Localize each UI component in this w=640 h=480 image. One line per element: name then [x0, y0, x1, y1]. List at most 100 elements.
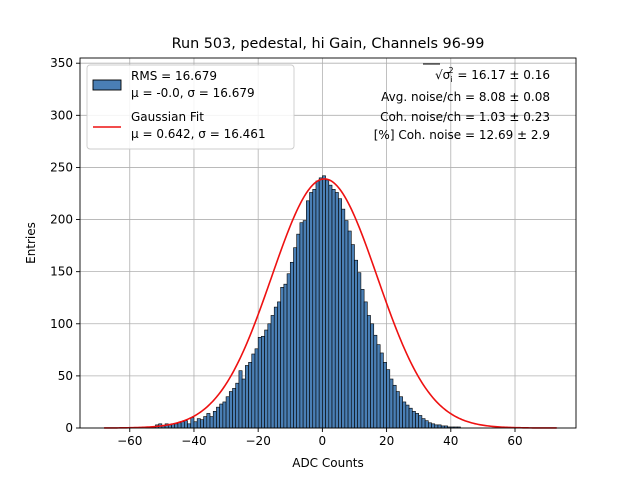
histogram-bar [421, 418, 426, 429]
histogram-bar [222, 401, 227, 429]
histogram-bar [367, 315, 371, 429]
histogram-bar [418, 415, 423, 429]
histogram-bar [289, 261, 294, 429]
legend-box [86, 64, 295, 150]
histogram-bar [379, 352, 384, 429]
gaussian-fit-layer [104, 178, 557, 429]
histogram-bar [225, 396, 230, 429]
legend-histogram-rms: RMS = 16.679 [131, 69, 217, 83]
annotation-sigma-sum: √σi2 = 16.17 ± 0.16 [435, 66, 550, 84]
y-tick-label: 50 [58, 369, 73, 383]
histogram-bar [434, 424, 439, 429]
noise-annotations: √σi2 = 16.17 ± 0.16 Avg. noise/ch = 8.08… [374, 63, 550, 142]
legend-fit-stats: μ = 0.642, σ = 16.461 [131, 127, 266, 141]
x-tick-label: 20 [379, 434, 394, 448]
histogram-bar [431, 423, 436, 429]
histogram-bar [338, 198, 342, 429]
annotation-coh-noise-percent: [%] Coh. noise = 12.69 ± 2.9 [374, 128, 550, 142]
histogram-bar [264, 329, 269, 429]
histogram-bar [209, 416, 214, 429]
histogram-bar [437, 424, 442, 429]
x-tick-label: 60 [507, 434, 522, 448]
histogram-bar [334, 192, 339, 429]
histogram-bar [206, 413, 211, 429]
annotation-avg-noise: Avg. noise/ch = 8.08 ± 0.08 [381, 90, 550, 104]
histogram-bar [402, 401, 407, 429]
histogram-bar [296, 233, 301, 429]
histogram-bar [306, 200, 310, 429]
annotation-sigma-sup: 2 [448, 66, 453, 75]
histogram-bar [322, 175, 326, 429]
histogram-bar [312, 189, 317, 429]
histogram-bar [190, 417, 195, 429]
histogram-bar [257, 337, 262, 429]
histogram-bar [280, 286, 285, 429]
y-tick-label: 250 [50, 160, 73, 174]
x-tick-label: −60 [117, 434, 142, 448]
histogram-bar [193, 421, 198, 429]
x-tick-label: 40 [443, 434, 458, 448]
axes-frame [79, 57, 577, 429]
histogram-bar [383, 362, 387, 429]
histogram-bar [200, 419, 204, 429]
histogram-bar [331, 189, 336, 429]
histogram-bar [325, 179, 330, 429]
y-tick-label: 150 [50, 265, 73, 279]
histogram-bar [270, 315, 275, 429]
histogram-bar [315, 180, 320, 429]
histogram-bar [357, 272, 362, 429]
y-tick-label: 100 [50, 317, 73, 331]
histogram-bar [328, 184, 333, 429]
histogram-bar [219, 403, 224, 429]
histogram-bar [350, 244, 355, 429]
histogram-bar [408, 407, 413, 429]
histogram-bar [347, 230, 352, 429]
histogram-bar [428, 422, 432, 429]
histogram-bar [267, 323, 272, 429]
histogram-bar [309, 192, 314, 429]
histogram-bar [386, 369, 391, 429]
histogram-bar [203, 416, 208, 429]
annotation-sigma-prefix: √σ [435, 68, 451, 82]
histogram-bar [392, 384, 397, 429]
histogram-bar [405, 404, 410, 429]
x-tick-label: −20 [246, 434, 271, 448]
histogram-bar [370, 323, 375, 429]
x-tick-label: 0 [319, 434, 327, 448]
histogram-bar [180, 421, 185, 429]
histogram-bar [241, 378, 246, 429]
axis-ticks: −60 −40 −20 0 20 40 60 0 50 100 150 200 250 300 350 [50, 56, 523, 448]
histogram-bar [216, 406, 220, 429]
histogram-bar [399, 396, 403, 429]
histogram-bar [363, 301, 368, 429]
histogram-bar [376, 344, 381, 429]
histogram-bar [395, 391, 400, 429]
annotation-sigma-sub: i [450, 75, 452, 84]
histogram-bar [251, 353, 256, 429]
histogram-bar [212, 411, 217, 429]
histogram-bar [245, 365, 249, 429]
chart-title: Run 503, pedestal, hi Gain, Channels 96-… [172, 36, 485, 52]
histogram-bar [261, 335, 265, 429]
histogram-bar [174, 423, 179, 429]
histogram-bar [196, 418, 201, 429]
histogram-bar [184, 420, 188, 429]
histogram-bar [415, 413, 419, 429]
histogram-bar [354, 259, 358, 429]
histogram-bar [341, 208, 346, 429]
histogram-bar [283, 283, 288, 429]
histogram-bar [277, 301, 281, 429]
histogram-bar [389, 378, 394, 429]
histogram-bar [373, 334, 378, 429]
histogram-bar [177, 422, 182, 429]
histogram-bar [411, 411, 416, 429]
gaussian-fit-curve [104, 178, 557, 429]
histogram-bar [360, 289, 365, 429]
histogram-bar [286, 273, 291, 429]
annotation-coh-noise: Coh. noise/ch = 1.03 ± 0.23 [380, 110, 550, 124]
histogram-bar [254, 348, 259, 429]
y-axis-label: Entries [24, 222, 38, 264]
histogram-bar [273, 306, 278, 429]
y-tick-label: 350 [50, 56, 73, 70]
y-tick-label: 200 [50, 213, 73, 227]
